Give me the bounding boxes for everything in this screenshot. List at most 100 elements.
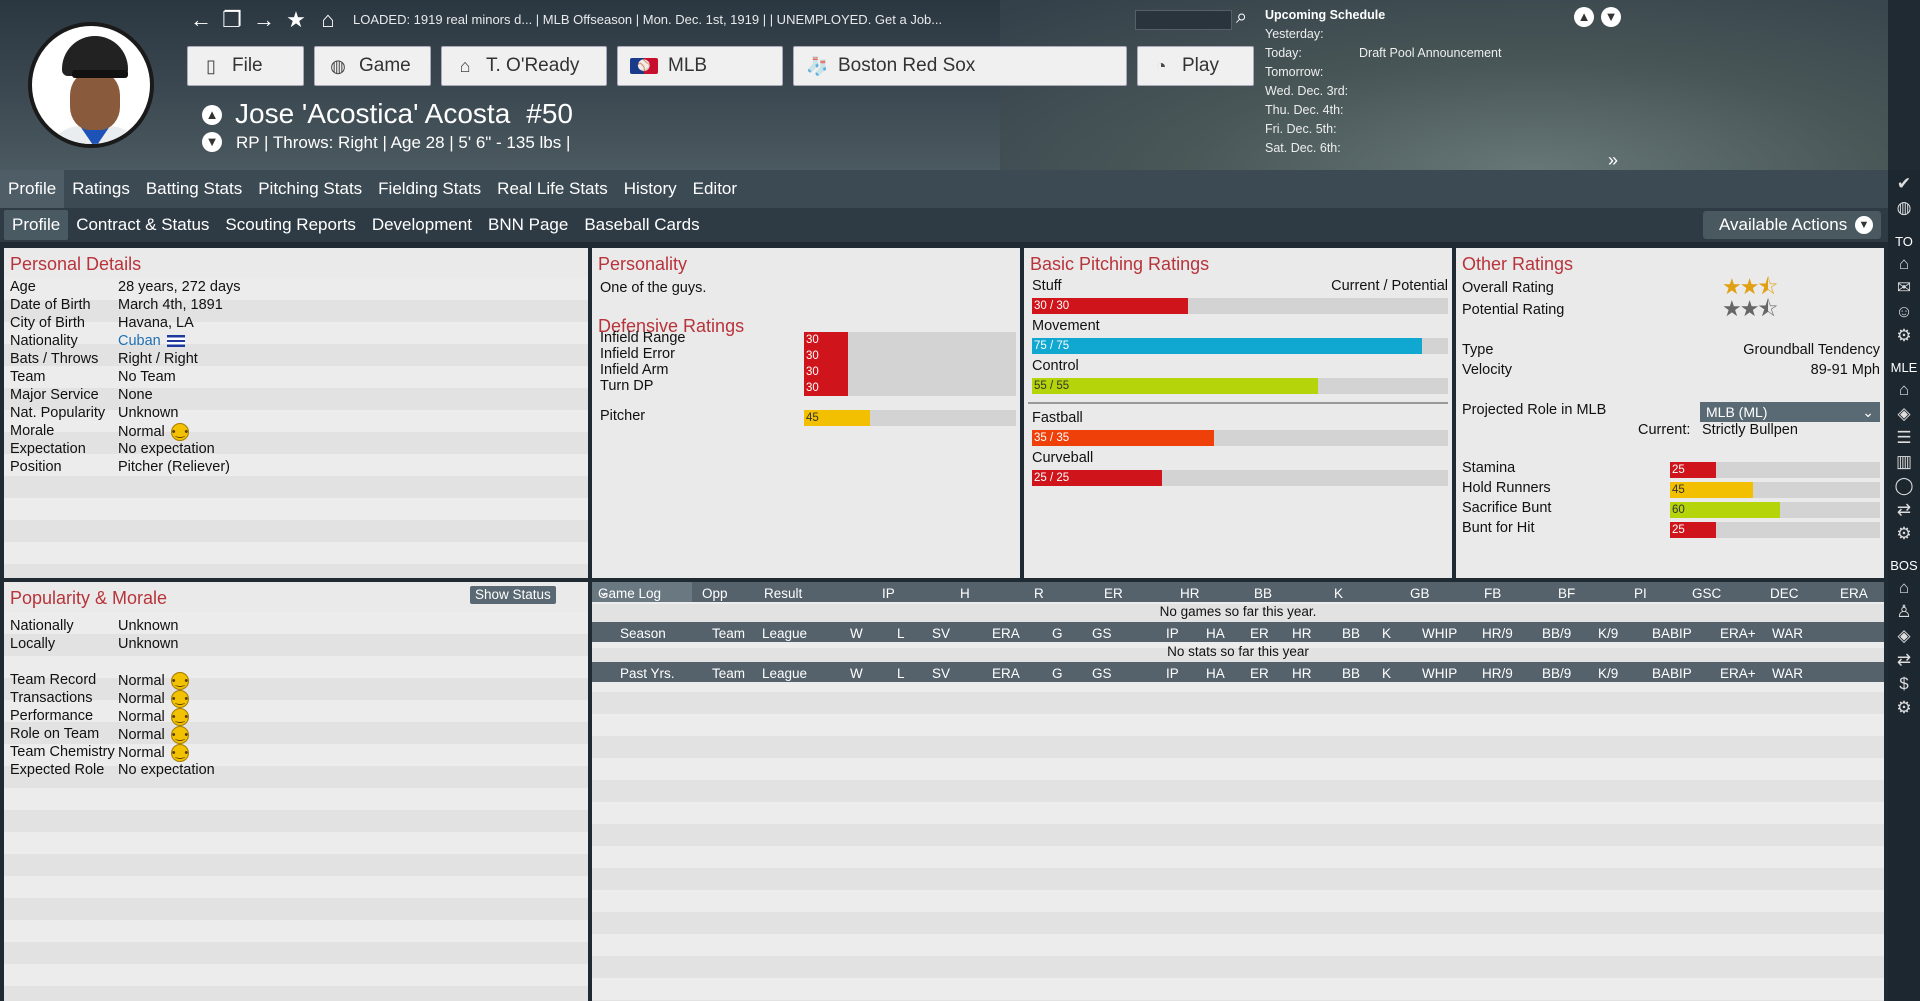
dollar-icon[interactable]: $ xyxy=(1899,674,1909,693)
column-header[interactable]: HR xyxy=(1180,586,1200,601)
column-header[interactable]: Team xyxy=(712,666,746,681)
tab-editor[interactable]: Editor xyxy=(692,179,738,198)
column-header[interactable]: H xyxy=(960,586,970,601)
tab-real-life-stats[interactable]: Real Life Stats xyxy=(497,179,608,198)
column-header[interactable]: GS xyxy=(1092,666,1112,681)
show-status-button[interactable]: Show Status xyxy=(470,586,556,604)
play-button[interactable]: ◔ Play xyxy=(1137,46,1254,86)
column-header[interactable]: FB xyxy=(1484,586,1502,601)
game-log-select[interactable]: Game Log ⌄ xyxy=(592,582,692,602)
column-header[interactable]: WHIP xyxy=(1422,626,1458,641)
team-button[interactable]: 🧦 Boston Red Sox xyxy=(793,46,1127,86)
column-header[interactable]: G xyxy=(1052,666,1063,681)
subtab-development[interactable]: Development xyxy=(371,215,472,234)
tab-fielding-stats[interactable]: Fielding Stats xyxy=(378,179,482,198)
column-header[interactable]: IP xyxy=(1166,626,1179,641)
available-actions-button[interactable]: Available Actions ▼ xyxy=(1703,211,1881,239)
globe-icon[interactable]: ◍ xyxy=(1896,198,1912,217)
tab-ratings[interactable]: Ratings xyxy=(72,179,130,198)
shield-icon[interactable]: ◯ xyxy=(1894,476,1914,495)
settings-icon[interactable]: ⚙ xyxy=(1896,698,1912,717)
tag-icon[interactable]: ◈ xyxy=(1897,404,1911,423)
home-icon[interactable]: ⌂ xyxy=(321,7,335,32)
column-header[interactable]: BB xyxy=(1342,666,1361,681)
manager-button[interactable]: ⌂ T. O'Ready xyxy=(441,46,607,86)
column-header[interactable]: HR xyxy=(1292,626,1312,641)
column-header[interactable]: ERA+ xyxy=(1720,666,1756,681)
column-header[interactable]: Past Yrs. xyxy=(620,666,675,681)
column-header[interactable]: ERA xyxy=(992,666,1020,681)
column-header[interactable]: BF xyxy=(1558,586,1576,601)
column-header[interactable]: BABIP xyxy=(1652,666,1692,681)
column-header[interactable]: K/9 xyxy=(1598,666,1619,681)
column-header[interactable]: ERA+ xyxy=(1720,626,1756,641)
column-header[interactable]: R xyxy=(1034,586,1044,601)
schedule-up-icon[interactable]: ▲ xyxy=(1574,7,1594,27)
transfer-icon[interactable]: ⇄ xyxy=(1896,650,1912,669)
forward-arrow-icon[interactable]: → xyxy=(253,7,275,32)
copy-icon[interactable]: ❐ xyxy=(222,7,242,32)
column-header[interactable]: BB/9 xyxy=(1542,666,1572,681)
column-header[interactable]: Opp xyxy=(702,586,728,601)
subtab-baseball-cards[interactable]: Baseball Cards xyxy=(584,215,700,234)
transfer-icon[interactable]: ⇄ xyxy=(1896,500,1912,519)
subtab-bnn-page[interactable]: BNN Page xyxy=(488,215,569,234)
column-header[interactable]: Team xyxy=(712,626,746,641)
user-icon[interactable]: ☺ xyxy=(1895,302,1913,321)
column-header[interactable]: DEC xyxy=(1770,586,1799,601)
column-header[interactable]: SV xyxy=(932,626,951,641)
column-header[interactable]: BB/9 xyxy=(1542,626,1572,641)
column-header[interactable]: HA xyxy=(1206,666,1225,681)
column-header[interactable]: L xyxy=(897,626,905,641)
column-header[interactable]: ERA xyxy=(1840,586,1868,601)
column-header[interactable]: K xyxy=(1334,586,1344,601)
column-header[interactable]: K xyxy=(1382,626,1392,641)
expand-schedule-icon[interactable]: » xyxy=(1608,150,1619,170)
column-header[interactable]: WAR xyxy=(1772,666,1803,681)
back-arrow-icon[interactable]: ← xyxy=(190,7,212,32)
home-icon[interactable]: ⌂ xyxy=(1898,578,1910,597)
next-player-icon[interactable]: ▼ xyxy=(202,132,222,152)
column-header[interactable]: BB xyxy=(1254,586,1273,601)
column-header[interactable]: League xyxy=(762,626,808,641)
mlb-button[interactable]: ⚾ MLB xyxy=(617,46,783,86)
column-header[interactable]: ERA xyxy=(992,626,1020,641)
column-header[interactable]: K xyxy=(1382,666,1392,681)
settings-icon[interactable]: ⚙ xyxy=(1896,524,1912,543)
column-header[interactable]: GSC xyxy=(1692,586,1722,601)
tab-pitching-stats[interactable]: Pitching Stats xyxy=(258,179,363,198)
column-header[interactable]: BB xyxy=(1342,626,1361,641)
home-icon[interactable]: ⌂ xyxy=(1898,254,1910,273)
column-header[interactable]: W xyxy=(850,626,863,641)
mail-icon[interactable]: ✉ xyxy=(1896,278,1912,297)
column-header[interactable]: HA xyxy=(1206,626,1225,641)
schedule-event[interactable]: Draft Pool Announcement xyxy=(1359,46,1502,60)
column-header[interactable]: ER xyxy=(1250,626,1269,641)
column-header[interactable]: HR/9 xyxy=(1482,666,1513,681)
column-header[interactable]: HR xyxy=(1292,666,1312,681)
column-header[interactable]: Season xyxy=(620,626,666,641)
column-header[interactable]: G xyxy=(1052,626,1063,641)
column-header[interactable]: SV xyxy=(932,666,951,681)
column-header[interactable]: ER xyxy=(1250,666,1269,681)
column-header[interactable]: ER xyxy=(1104,586,1123,601)
game-button[interactable]: ◍ Game xyxy=(314,46,431,86)
column-header[interactable]: HR/9 xyxy=(1482,626,1513,641)
subtab-scouting-reports[interactable]: Scouting Reports xyxy=(225,215,356,234)
shirt-icon[interactable]: ♙ xyxy=(1896,602,1912,621)
projected-role-select[interactable]: MLB (ML) ⌄ xyxy=(1700,402,1880,422)
settings-icon[interactable]: ⚙ xyxy=(1896,326,1912,345)
search-input[interactable] xyxy=(1135,10,1232,30)
schedule-down-icon[interactable]: ▼ xyxy=(1601,7,1621,27)
personal-value-text[interactable]: Cuban xyxy=(118,333,161,349)
check-icon[interactable]: ✔ xyxy=(1896,174,1912,193)
chart-icon[interactable]: ▥ xyxy=(1895,452,1913,471)
tab-history[interactable]: History xyxy=(623,179,677,198)
column-header[interactable]: WAR xyxy=(1772,626,1803,641)
column-header[interactable]: PI xyxy=(1634,586,1647,601)
column-header[interactable]: W xyxy=(850,666,863,681)
column-header[interactable]: WHIP xyxy=(1422,666,1458,681)
tab-batting-stats[interactable]: Batting Stats xyxy=(145,179,243,198)
column-header[interactable]: GB xyxy=(1410,586,1430,601)
file-button[interactable]: ▯ File xyxy=(187,46,304,86)
